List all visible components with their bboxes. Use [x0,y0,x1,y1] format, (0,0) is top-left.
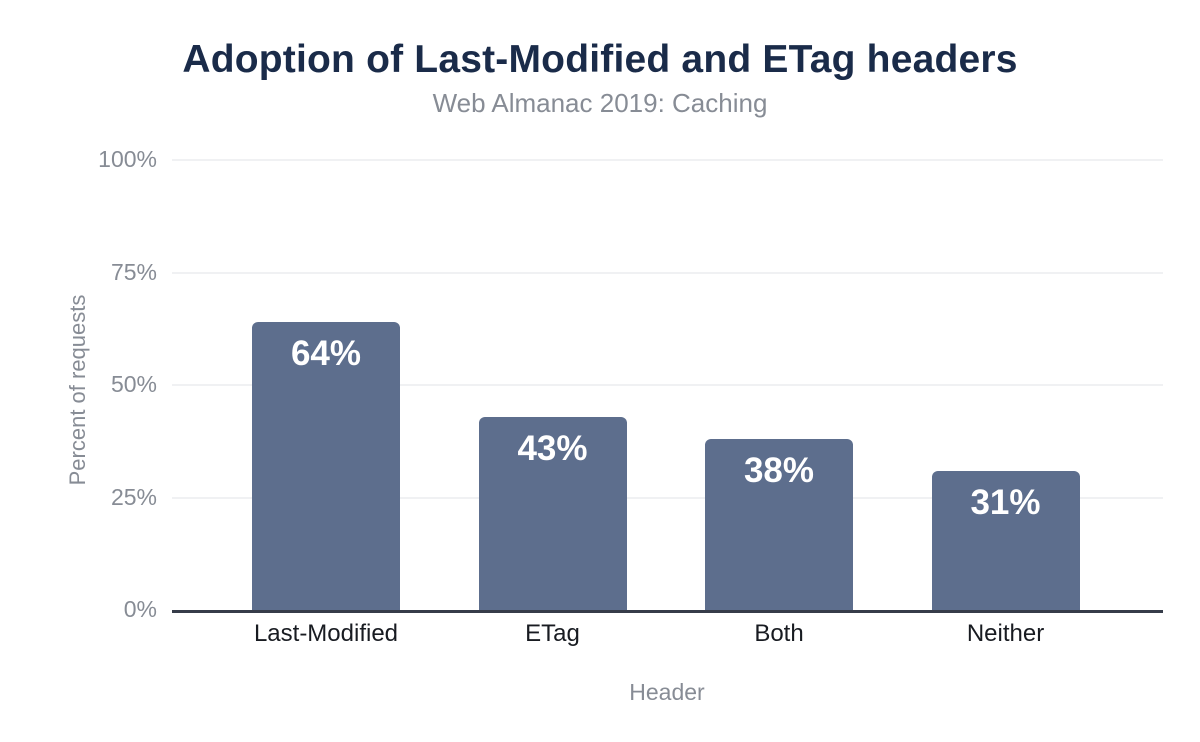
bar-last-modified: 64% [252,322,400,610]
gridline [172,159,1163,161]
chart-subtitle: Web Almanac 2019: Caching [432,88,768,118]
y-tick-label: 0% [123,596,157,622]
chart-title: Adoption of Last-Modified and ETag heade… [182,38,1018,81]
x-tick-label: Neither [966,620,1045,647]
bar-neither: 31% [931,470,1080,610]
bar-value-label: 64% [290,334,362,373]
y-tick-label: 25% [110,483,157,510]
y-tick-label: 100% [98,146,157,172]
bar-value-label: 43% [517,428,588,468]
gridline [172,496,1163,499]
x-tick-label: Both [754,620,804,647]
bar-etag: 43% [478,416,627,610]
gridline [172,384,1163,386]
bar-value-label: 31% [970,482,1041,522]
bar-value-label: 38% [743,451,815,490]
gridline [172,271,1163,274]
plot-area: 64% 43% 38% 31% [172,159,1163,613]
x-tick-label: ETag [525,620,580,647]
x-tick-label: Last-Modified [253,620,399,647]
x-axis-title: Header [629,679,705,705]
y-tick-label: 50% [110,371,157,397]
bar-both: 38% [705,439,853,610]
y-tick-label: 75% [110,258,157,285]
